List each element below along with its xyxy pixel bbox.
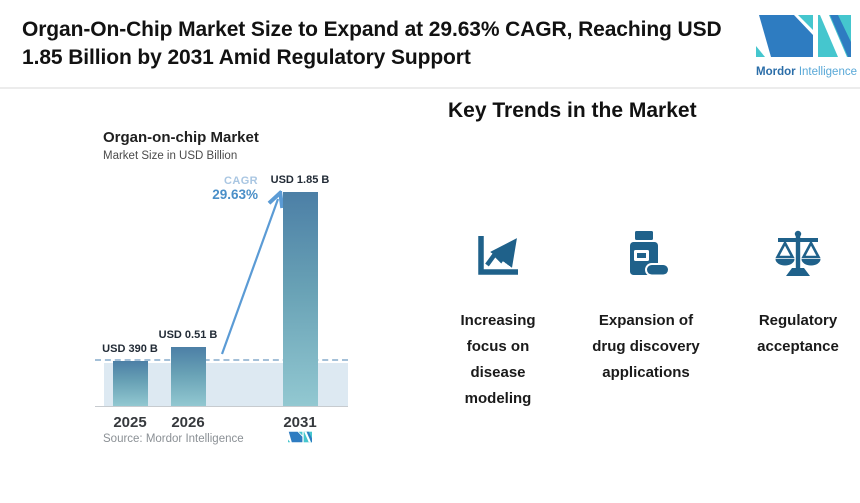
bar-value-label: USD 1.85 B: [270, 174, 330, 186]
bar-value-label: USD 0.51 B: [158, 329, 218, 341]
rising-chart-icon: [478, 236, 518, 275]
cagr-value: 29.63%: [212, 187, 258, 202]
chart-source: Source: Mordor Intelligence: [103, 433, 244, 445]
trend-item-drug-discovery: Expansion of drug discovery applications: [566, 229, 726, 386]
chart-watermark-logo: [288, 430, 312, 448]
header-divider: [0, 87, 860, 89]
bar-2025: [112, 361, 148, 406]
bar-value-label: USD 390 B: [102, 343, 158, 355]
brand-name-bold: Mordor: [756, 66, 796, 78]
cagr-annotation: CAGR 29.63%: [196, 175, 258, 202]
brand-logo: Mordor Intelligence: [756, 13, 857, 78]
chart-title: Organ-on-chip Market: [103, 129, 259, 146]
trend-label: Increasing focus on disease modeling: [460, 312, 536, 407]
trend-label: Expansion of drug discovery applications: [592, 312, 700, 381]
scales-icon: [775, 230, 821, 276]
chart-reference-dashed-line: [95, 359, 348, 361]
bar-2026: [170, 347, 206, 406]
bar-chart-plot: USD 390 B 2025 USD 0.51 B 2026 USD 1.85 B 203…: [95, 170, 348, 431]
brand-name-light-text: Intelligence: [798, 66, 857, 78]
x-tick-label: 2026: [171, 414, 205, 431]
brand-name: Mordor Intelligence: [756, 66, 857, 78]
cagr-label: CAGR: [224, 175, 258, 187]
bar-2031: [282, 192, 318, 406]
trend-item-regulatory: Regulatory acceptance: [718, 229, 860, 360]
mordor-intelligence-logo-icon: [756, 15, 851, 57]
trend-item-disease-modeling: Increasing focus on disease modeling: [418, 229, 578, 412]
mordor-logo-small-icon: [288, 431, 312, 443]
x-tick-label: 2031: [283, 414, 317, 431]
trend-label: Regulatory acceptance: [757, 312, 839, 355]
pill-bottle-icon: [630, 231, 670, 277]
trends-heading: Key Trends in the Market: [448, 99, 697, 122]
chart-subtitle: Market Size in USD Billion: [103, 150, 238, 162]
chart-x-axis: [95, 405, 348, 407]
page-title: Organ-On-Chip Market Size to Expand at 2…: [22, 18, 722, 69]
x-tick-label: 2025: [113, 414, 147, 431]
